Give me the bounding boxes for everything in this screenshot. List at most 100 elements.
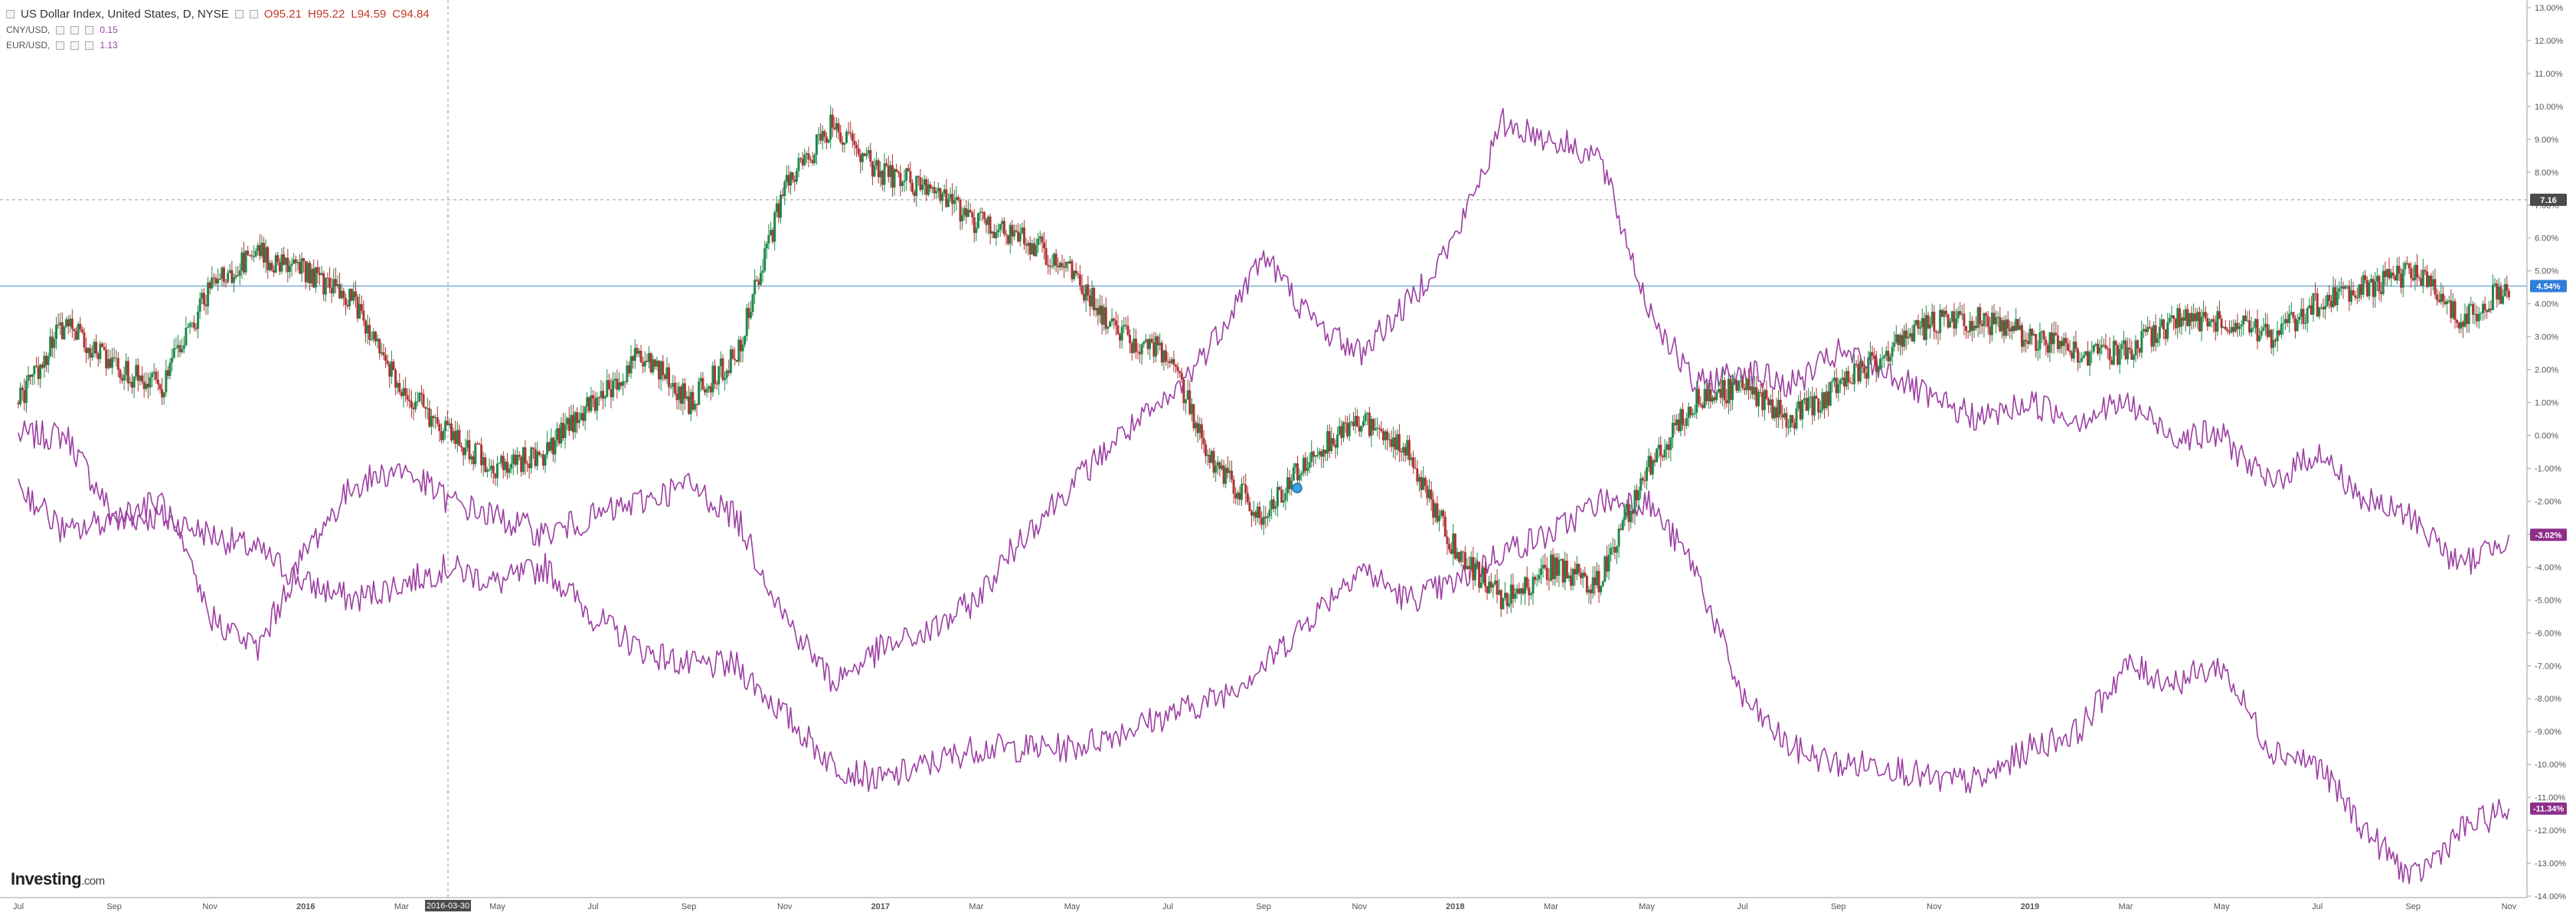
candle <box>769 221 772 237</box>
y-tick-label: -10.00% <box>2535 761 2566 770</box>
candle-body <box>121 378 124 381</box>
candle <box>560 417 563 448</box>
candle <box>1785 407 1788 437</box>
candle-body <box>633 348 636 361</box>
candle-body <box>1639 478 1643 491</box>
candle-body <box>485 469 489 473</box>
candle-body <box>2071 352 2074 359</box>
investing-logo[interactable]: Investing.com <box>11 869 105 889</box>
candle-body <box>198 298 201 312</box>
candle <box>1729 378 1732 411</box>
candle <box>214 274 217 286</box>
candle <box>2288 305 2291 333</box>
settings-icon[interactable] <box>234 10 244 18</box>
compare-settings-icon[interactable] <box>56 25 65 34</box>
candle-body <box>1789 415 1792 427</box>
candle <box>1152 332 1156 364</box>
candle <box>2375 267 2378 292</box>
candle <box>1416 460 1419 486</box>
candle <box>2329 294 2332 312</box>
candle-body <box>57 325 60 326</box>
y-tick-label: 0.00% <box>2535 432 2558 441</box>
candle <box>278 258 281 276</box>
candle-body <box>606 380 609 397</box>
candle <box>1282 489 1285 508</box>
candle <box>1717 379 1720 394</box>
compare-label[interactable]: CNY/USD, <box>6 25 51 35</box>
candle-body <box>472 456 475 465</box>
candle-body <box>1996 316 1999 318</box>
compare-label[interactable]: EUR/USD, <box>6 40 51 51</box>
candle <box>2206 312 2209 332</box>
price-badge-bg <box>2530 528 2567 541</box>
candle-body <box>2507 290 2510 297</box>
candle-body <box>995 232 998 239</box>
compare-remove-icon[interactable] <box>85 41 94 50</box>
candle <box>1571 568 1574 590</box>
compare-remove-icon[interactable] <box>85 25 94 34</box>
candle-body <box>1819 410 1822 413</box>
instrument-title[interactable]: US Dollar Index, United States, D, NYSE <box>21 8 229 21</box>
candle <box>992 224 995 239</box>
candle-body <box>232 277 235 283</box>
compare-visibility-icon[interactable] <box>70 41 80 50</box>
candle-body <box>145 383 148 389</box>
candle <box>336 275 339 289</box>
compare-legend-cny[interactable]: CNY/USD, 0.15 <box>6 25 118 35</box>
candle <box>1460 549 1463 567</box>
candle <box>709 382 712 401</box>
candle <box>372 328 375 343</box>
candle-body <box>520 456 523 473</box>
x-axis[interactable]: Jul Sep Nov 2016 Mar 2016-03-30 May Jul Sep Nov 20… <box>13 900 2517 911</box>
candle <box>2104 333 2107 351</box>
candle <box>1252 501 1255 522</box>
candle <box>2107 345 2110 359</box>
candle-body <box>897 172 900 174</box>
candle <box>2437 290 2440 303</box>
compare-settings-icon[interactable] <box>56 41 65 50</box>
candle-body <box>332 279 335 293</box>
candle-body <box>1238 492 1241 500</box>
candle-body <box>801 159 804 165</box>
candle <box>21 384 24 401</box>
candle-body <box>2431 279 2434 286</box>
candle <box>1234 487 1237 505</box>
candle-body <box>1258 506 1261 519</box>
candle-body <box>1492 584 1495 588</box>
candle <box>633 339 636 369</box>
candle-body <box>1975 326 1978 329</box>
candle <box>79 316 82 333</box>
compare-legend-eur[interactable]: EUR/USD, 1.13 <box>6 40 118 51</box>
visibility-icon[interactable] <box>249 10 258 18</box>
candle <box>841 136 844 152</box>
collapse-toggle-icon[interactable] <box>6 10 15 18</box>
candle-body <box>125 361 128 375</box>
candle <box>263 237 266 268</box>
candle-body <box>1707 389 1710 401</box>
candle-body <box>1927 315 1930 329</box>
candle <box>2214 316 2217 341</box>
candle <box>2152 321 2155 352</box>
candle-body <box>1990 312 1993 335</box>
candle-body <box>270 263 273 271</box>
candle <box>181 338 184 354</box>
main-legend[interactable]: US Dollar Index, United States, D, NYSE … <box>6 8 430 21</box>
candle-body <box>1549 555 1552 581</box>
candle <box>2019 316 2022 331</box>
candle-body <box>2424 270 2427 272</box>
candle <box>1871 345 1874 361</box>
candle <box>1452 524 1455 566</box>
candle <box>977 212 980 230</box>
candle <box>863 152 866 157</box>
candle <box>731 346 734 360</box>
candle-body <box>2019 325 2022 330</box>
candle-body <box>869 149 872 162</box>
candle <box>1528 578 1531 607</box>
candle <box>2304 313 2307 330</box>
candle-body <box>1296 463 1299 481</box>
compare-visibility-icon[interactable] <box>70 25 80 34</box>
candle-body <box>1631 511 1634 514</box>
candle <box>2457 321 2460 334</box>
candle-body <box>709 386 712 393</box>
